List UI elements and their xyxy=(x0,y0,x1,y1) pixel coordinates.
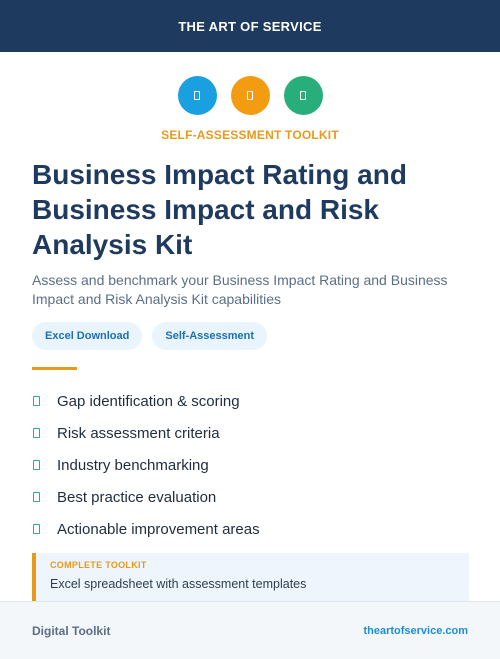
accent-divider xyxy=(32,367,77,370)
footer-bar: Digital Toolkit theartofservice.com xyxy=(0,601,500,659)
feature-text: Industry benchmarking xyxy=(57,456,209,474)
footer-link[interactable]: theartofservice.com xyxy=(363,624,468,637)
blue-circle xyxy=(177,76,217,115)
feature-text: Actionable improvement areas xyxy=(57,520,260,538)
document-icon xyxy=(194,91,200,100)
page-subtitle: Assess and benchmark your Business Impac… xyxy=(32,272,448,307)
checkbox-icon xyxy=(33,460,40,470)
callout-kicker: COMPLETE TOOLKIT xyxy=(50,560,147,570)
feature-item: Gap identification & scoring xyxy=(32,385,472,417)
feature-item: Best practice evaluation xyxy=(32,481,472,513)
checkbox-icon xyxy=(33,428,40,438)
checkbox-icon xyxy=(33,524,40,534)
document-icon xyxy=(247,91,253,100)
document-icon xyxy=(300,91,306,100)
callout-text: Excel spreadsheet with assessment templa… xyxy=(50,577,307,591)
tag-list: Excel Download Self-Assessment xyxy=(32,322,268,350)
checkbox-icon xyxy=(33,396,40,406)
feature-text: Best practice evaluation xyxy=(57,488,217,506)
toolkit-callout: COMPLETE TOOLKIT Excel spreadsheet with … xyxy=(32,553,469,601)
feature-text: Gap identification & scoring xyxy=(57,392,240,410)
brand-name: THE ART OF SERVICE xyxy=(178,18,322,34)
feature-text: Risk assessment criteria xyxy=(57,424,220,442)
header-bar: THE ART OF SERVICE xyxy=(0,0,500,52)
feature-item: Industry benchmarking xyxy=(32,449,472,481)
tag-excel-download: Excel Download xyxy=(32,322,143,350)
checkbox-icon xyxy=(33,492,40,502)
orange-circle xyxy=(230,76,270,115)
tag-self-assessment: Self-Assessment xyxy=(152,322,268,350)
feature-list: Gap identification & scoring Risk assess… xyxy=(32,385,472,545)
icon-row xyxy=(0,76,500,115)
kicker-label: SELF-ASSESSMENT TOOLKIT xyxy=(161,128,339,142)
page-title: Business Impact Rating and Business Impa… xyxy=(32,159,407,260)
green-circle xyxy=(283,76,323,115)
feature-item: Actionable improvement areas xyxy=(32,513,472,545)
footer-label: Digital Toolkit xyxy=(32,623,111,638)
feature-item: Risk assessment criteria xyxy=(32,417,472,449)
